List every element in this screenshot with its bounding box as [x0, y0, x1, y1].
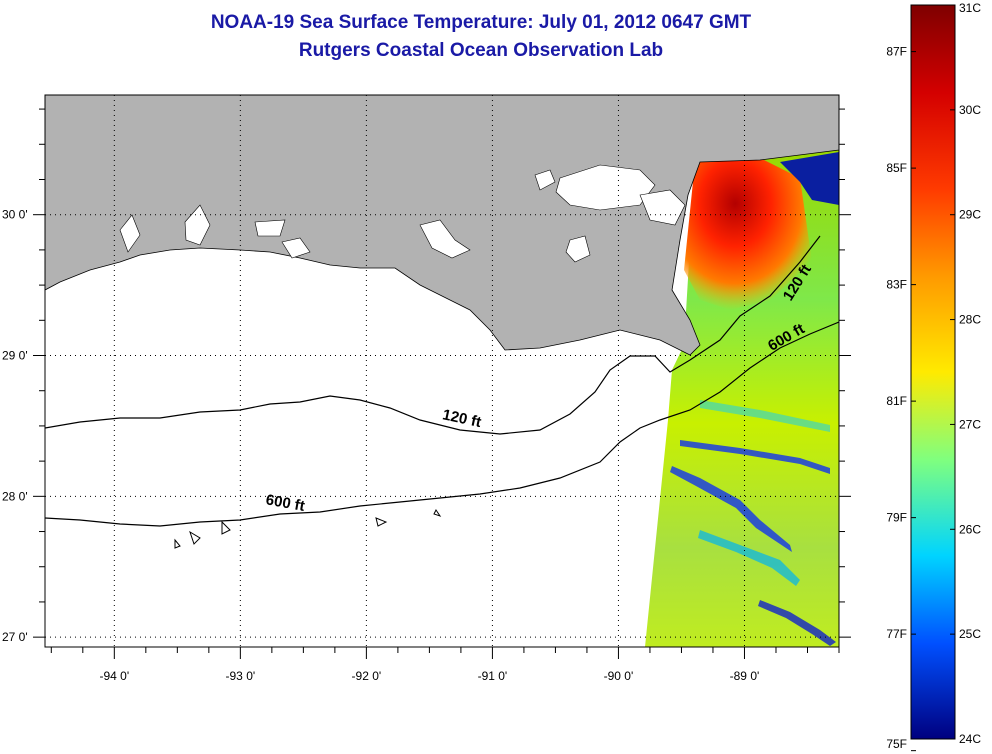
celsius-label: 24C — [959, 732, 981, 746]
sst-band-5 — [700, 400, 830, 432]
celsius-label: 29C — [959, 208, 981, 222]
contour-120ft — [45, 235, 821, 435]
lon-tick-label: -89 0' — [730, 669, 760, 683]
sst-warm-region — [684, 158, 812, 310]
fahrenheit-label: 77F — [886, 627, 907, 641]
fahrenheit-label: 83F — [886, 278, 907, 292]
map-title: NOAA-19 Sea Surface Temperature: July 01… — [210, 12, 752, 33]
celsius-label: 28C — [959, 313, 981, 327]
sst-cool-patch — [780, 152, 839, 205]
map-frame — [44, 94, 840, 648]
contour-label: 600 ft — [264, 491, 306, 515]
lon-tick-label: -91 0' — [478, 669, 508, 683]
lon-tick-label: -90 0' — [604, 669, 634, 683]
lat-tick-label: 29 0' — [2, 349, 28, 363]
lat-tick-label: 30 0' — [2, 208, 28, 222]
lat-tick-label: 28 0' — [2, 489, 28, 503]
sst-cool-band-2 — [670, 466, 792, 552]
celsius-label: 25C — [959, 627, 981, 641]
celsius-label: 26C — [959, 522, 981, 536]
contour-600ft-fragments — [174, 509, 442, 549]
lon-tick-label: -94 0' — [99, 669, 129, 683]
map-subtitle: Rutgers Coastal Ocean Observation Lab — [298, 40, 664, 61]
lake — [184, 204, 211, 246]
latitude-axis: 30 0' 29 0' 28 0' 27 0' — [2, 108, 851, 644]
lake — [119, 214, 141, 253]
fahrenheit-label: 75F — [886, 737, 907, 751]
lake — [555, 164, 656, 211]
sst-cool-band-1 — [680, 440, 830, 474]
fahrenheit-label: 87F — [886, 45, 907, 59]
sst-cool-band-3 — [698, 530, 800, 586]
fahrenheit-label: 81F — [886, 394, 907, 408]
lake — [565, 235, 591, 263]
lake — [534, 169, 556, 191]
celsius-label: 31C — [959, 1, 981, 15]
longitude-axis: -94 0' -93 0' -92 0' -91 0' -90 0' -89 0' — [50, 647, 840, 683]
celsius-label: 30C — [959, 103, 981, 117]
fahrenheit-label: 85F — [886, 161, 907, 175]
graticule — [45, 95, 839, 647]
lon-tick-label: -92 0' — [352, 669, 382, 683]
lake — [254, 219, 286, 237]
lake — [281, 237, 311, 259]
contour-600ft — [45, 321, 839, 527]
fahrenheit-label: 79F — [886, 511, 907, 525]
sst-cool-band-4 — [758, 600, 836, 646]
lake — [419, 219, 471, 259]
celsius-label: 27C — [959, 417, 981, 431]
lon-tick-label: -93 0' — [226, 669, 256, 683]
colorbar-labels: 31C 30C 29C 28C 27C 26C 25C 24C 87F 85F 83F 81F 79F 7… — [886, 1, 981, 752]
lat-tick-label: 27 0' — [2, 630, 28, 644]
colorbar — [910, 4, 956, 740]
